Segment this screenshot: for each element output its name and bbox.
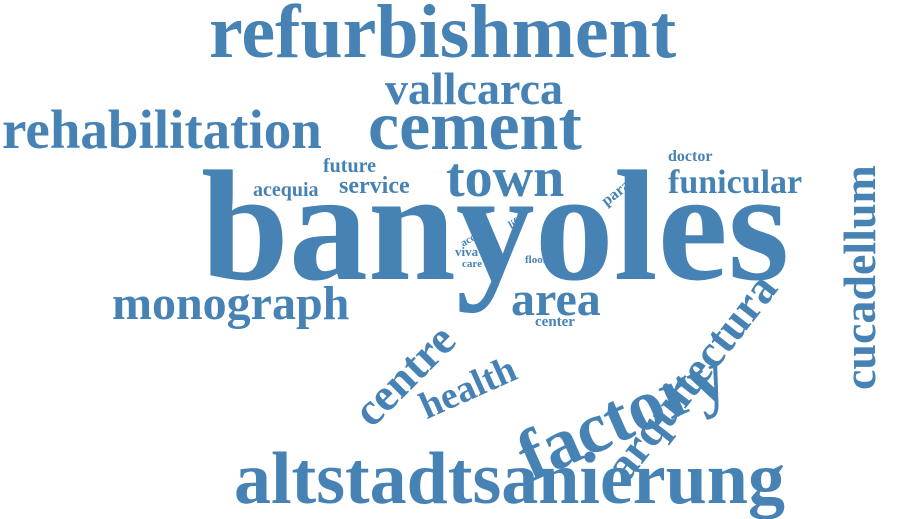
- word-vallcarca: vallcarca: [385, 63, 563, 114]
- word-future: future: [323, 155, 376, 177]
- word-center: center: [535, 314, 575, 330]
- word-rehabilitation: rehabilitation: [2, 99, 322, 160]
- word-service: service: [339, 173, 410, 199]
- word-refurbishment: refurbishment: [209, 0, 677, 74]
- word-area: area: [511, 273, 601, 326]
- word-cement: cement: [368, 88, 582, 165]
- word-altstadtsanierung: altstadtsanierung: [234, 438, 785, 519]
- word-acequia: acequia: [253, 179, 319, 201]
- word-banyoles: banyoles: [201, 139, 790, 314]
- word-doctor: doctor: [668, 148, 713, 165]
- word-town: town: [446, 147, 565, 209]
- word-monograph: monograph: [112, 277, 350, 330]
- word-care: care: [462, 258, 482, 270]
- word-cucadellum: cucadellum: [834, 165, 885, 390]
- word-viva: viva: [455, 244, 479, 259]
- word-funicular: funicular: [668, 164, 803, 201]
- word-floor: floor: [525, 254, 548, 266]
